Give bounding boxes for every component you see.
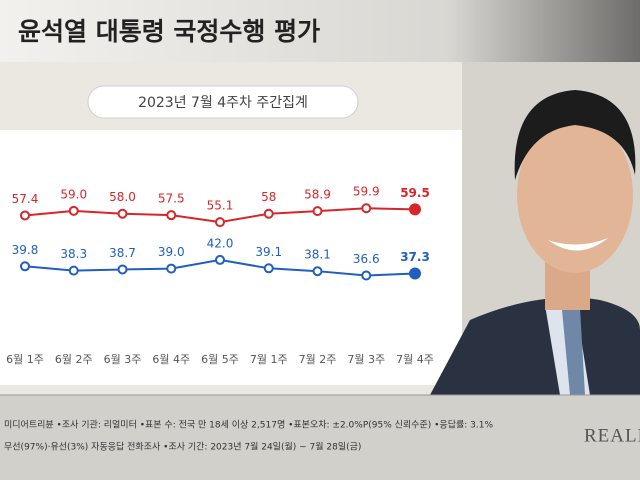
x-tick-label: 6월 2주 — [55, 353, 93, 366]
x-tick-label: 6월 4주 — [152, 353, 190, 366]
subtitle: 2023년 7월 4주차 주간집계 — [138, 95, 308, 111]
data-label: 38.7 — [109, 246, 136, 260]
data-point — [215, 217, 225, 228]
footer-band — [0, 395, 640, 480]
data-point — [68, 205, 79, 216]
portrait — [430, 62, 640, 395]
source-line: 미디어트리뷴 •조사 기관: 리얼미터 •표본 수: 전국 만 18세 이상 2… — [4, 419, 493, 431]
data-label: 38.1 — [304, 248, 331, 262]
data-label: 37.3 — [400, 250, 430, 264]
source-line: 무선(97%)·유선(3%) 자동응답 전화조사 •조사 기간: 2023년 7… — [4, 441, 361, 453]
data-label: 59.5 — [400, 186, 430, 200]
data-point — [312, 266, 323, 277]
data-point — [409, 267, 421, 280]
x-tick-label: 7월 4주 — [396, 353, 434, 366]
x-tick-label: 7월 3주 — [347, 353, 385, 366]
data-label: 58.9 — [304, 188, 331, 202]
data-label: 42.0 — [207, 236, 234, 250]
data-label: 58 — [261, 190, 276, 204]
x-tick-label: 7월 1주 — [250, 353, 288, 366]
plot-panel — [0, 130, 462, 385]
data-label: 55.1 — [207, 199, 234, 213]
data-label: 39.8 — [12, 243, 39, 257]
brand: REALM — [584, 425, 640, 446]
x-tick-label: 6월 1주 — [6, 353, 44, 366]
x-tick-label: 6월 5주 — [201, 353, 239, 366]
data-label: 38.3 — [60, 247, 87, 261]
data-label: 57.5 — [158, 192, 185, 206]
data-point — [68, 265, 79, 276]
data-label: 39.0 — [158, 245, 185, 259]
data-label: 57.4 — [12, 192, 39, 206]
data-label: 59.9 — [353, 185, 380, 199]
data-point — [20, 210, 30, 221]
header-band — [0, 0, 640, 62]
data-point — [263, 208, 274, 219]
data-point — [312, 206, 323, 217]
data-point — [117, 208, 128, 219]
data-point — [166, 263, 177, 274]
data-point — [166, 210, 177, 221]
data-point — [409, 203, 421, 216]
data-point — [20, 261, 30, 272]
x-tick-label: 7월 2주 — [299, 353, 337, 366]
data-label: 36.6 — [353, 252, 380, 266]
data-point — [215, 254, 225, 265]
data-label: 39.1 — [255, 245, 282, 259]
x-tick-label: 6월 3주 — [104, 353, 142, 366]
data-label: 59.0 — [60, 187, 87, 201]
data-point — [263, 263, 274, 274]
subtitle-pill — [87, 85, 359, 119]
chart-title: 윤석열 대통령 국정수행 평가 — [18, 17, 320, 46]
data-point — [117, 264, 128, 275]
data-point — [361, 270, 372, 281]
data-label: 58.0 — [109, 190, 136, 204]
data-point — [361, 203, 372, 214]
